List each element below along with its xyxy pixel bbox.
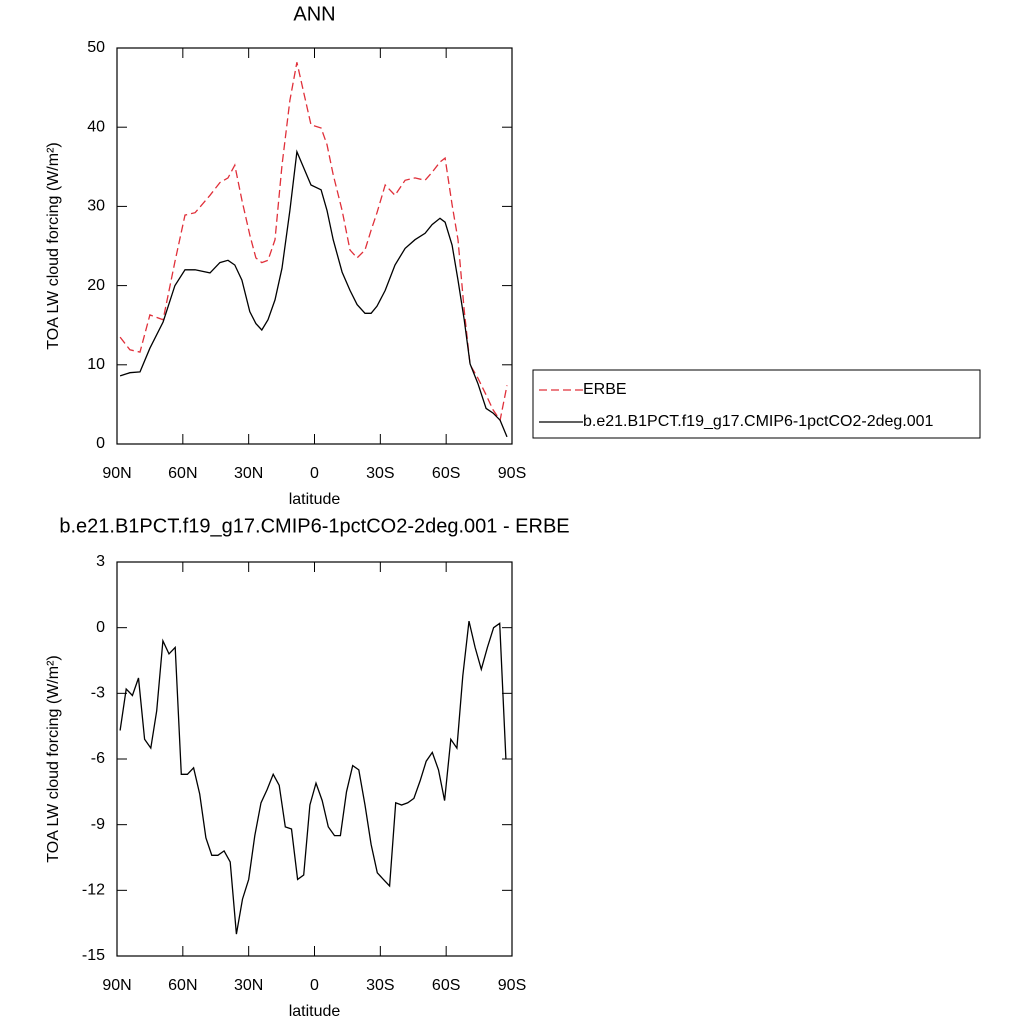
y-axis-label: TOA LW cloud forcing (W/m²) [45,142,62,349]
y-tick-label: 20 [87,277,105,294]
y-tick-label: 40 [87,118,105,135]
x-tick-label: 90N [102,465,131,482]
x-tick-label: 0 [310,465,319,482]
y-tick-label: -12 [82,882,105,899]
data-line [119,620,507,935]
x-tick-label: 30N [234,977,263,994]
x-tick-label: 30N [234,465,263,482]
x-tick-label: 90S [498,465,526,482]
x-tick-label: 30S [366,465,394,482]
y-tick-label: 50 [87,39,105,56]
y-tick-label: -9 [91,816,105,833]
legend-box [532,369,981,439]
x-tick-label: 30S [366,977,394,994]
x-axis-label: latitude [289,1003,341,1020]
x-tick-label: 60S [432,465,460,482]
x-tick-label: 0 [310,977,319,994]
chart-title: b.e21.B1PCT.f19_g17.CMIP6-1pctCO2-2deg.0… [59,515,569,537]
y-tick-label: 0 [96,435,105,452]
y-tick-label: 10 [87,356,105,373]
x-tick-label: 90S [498,977,526,994]
legend-label: ERBE [583,381,627,398]
y-tick-label: -6 [91,750,105,767]
x-tick-label: 60N [168,977,197,994]
x-tick-label: 60N [168,465,197,482]
y-tick-label: -15 [82,947,105,964]
y-axis-label: TOA LW cloud forcing (W/m²) [45,655,62,862]
legend-label: b.e21.B1PCT.f19_g17.CMIP6-1pctCO2-2deg.0… [583,413,934,430]
y-tick-label: 3 [96,553,105,570]
x-tick-label: 90N [102,977,131,994]
x-axis-label: latitude [289,491,341,508]
y-tick-label: 0 [96,619,105,636]
chart-title: ANN [293,3,335,25]
y-tick-label: -3 [91,685,105,702]
y-tick-label: 30 [87,198,105,215]
data-line [119,149,508,438]
plot-frame [116,561,513,957]
data-line [119,62,508,422]
x-tick-label: 60S [432,977,460,994]
